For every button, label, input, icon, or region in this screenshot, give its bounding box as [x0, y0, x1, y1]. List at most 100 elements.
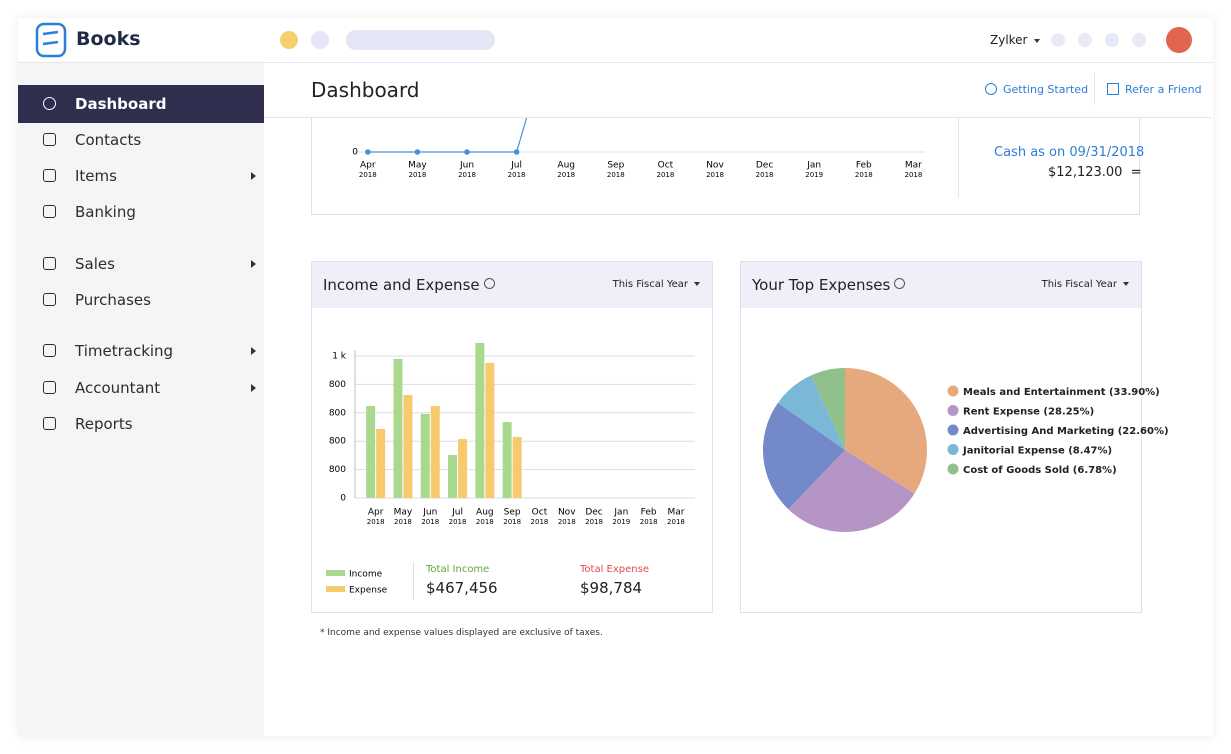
nav-item[interactable]: Contacts: [18, 121, 264, 159]
nav-label: Accountant: [75, 379, 161, 397]
period-text: This Fiscal Year: [1041, 279, 1117, 290]
nav-label: Purchases: [75, 291, 151, 309]
nav-item[interactable]: Dashboard: [18, 85, 264, 123]
x-tick-label: Aug: [557, 161, 575, 171]
x-tick-label: 2018: [585, 518, 603, 526]
legend-swatch: [947, 405, 959, 416]
cash-value: $12,123.00 =: [1048, 165, 1142, 180]
x-tick-label: 2018: [756, 171, 774, 179]
help-icon[interactable]: [483, 278, 495, 289]
header-link[interactable]: Getting Started: [1003, 83, 1089, 96]
nav-icon: [43, 257, 56, 270]
icon-dot[interactable]: [1051, 33, 1065, 47]
nav-item[interactable]: Accountant: [18, 369, 264, 407]
legend-swatch: [326, 570, 345, 576]
nav-icon: [43, 381, 56, 394]
bar: [485, 362, 495, 498]
icon-dot[interactable]: [1132, 33, 1146, 47]
x-tick-label: Mar: [905, 161, 922, 171]
legend-label: Rent Expense (28.25%): [963, 407, 1094, 418]
x-tick-label: 2018: [408, 171, 426, 179]
nav-icon: [43, 293, 56, 306]
nav-icon: [43, 97, 56, 110]
nav-icon: [43, 133, 56, 146]
divider: [958, 118, 959, 198]
icon-dot[interactable]: [1078, 33, 1092, 47]
search-bar[interactable]: [346, 30, 495, 50]
org-switcher[interactable]: Zylker: [990, 33, 1040, 47]
panel-header: Income and Expense This Fiscal Year: [312, 262, 712, 308]
y-tick-label: 0: [340, 494, 346, 504]
bar: [393, 358, 403, 498]
x-tick-label: Feb: [856, 161, 872, 171]
total-income: $467,456: [426, 579, 498, 597]
play-icon: [985, 83, 997, 95]
x-tick-label: 2018: [706, 171, 724, 179]
x-tick-label: 2018: [359, 171, 377, 179]
top-bar: Books Zylker: [18, 18, 1213, 63]
legend-label: Advertising And Marketing (22.60%): [963, 426, 1169, 437]
x-tick-label: 2018: [667, 518, 685, 526]
x-tick-label: Nov: [706, 161, 724, 171]
nav-label: Sales: [75, 255, 115, 273]
x-tick-label: 2018: [503, 518, 521, 526]
nav-label: Contacts: [75, 131, 142, 149]
bar: [366, 405, 376, 498]
pie-slice: [788, 450, 915, 532]
nav-item[interactable]: Items: [18, 157, 264, 195]
y-tick-label: 1 k: [332, 352, 347, 362]
legend-swatch: [947, 463, 959, 475]
avatar[interactable]: [1166, 27, 1192, 53]
nav-icon: [43, 205, 56, 218]
period-select[interactable]: This Fiscal Year: [1042, 279, 1129, 290]
brand: Books: [76, 28, 141, 50]
pie-slice: [763, 402, 845, 510]
user-name: Zylker: [990, 33, 1028, 47]
legend-swatch: [947, 444, 959, 455]
nav-item[interactable]: Purchases: [18, 281, 264, 319]
nav-item[interactable]: Banking: [18, 193, 264, 231]
period-select[interactable]: This Fiscal Year: [613, 279, 700, 290]
x-tick-label: 2019: [612, 518, 630, 526]
x-tick-label: 2018: [394, 518, 412, 526]
x-tick-label: May: [394, 508, 413, 518]
bar: [448, 454, 458, 498]
x-tick-label: Nov: [558, 508, 576, 518]
x-tick-label: Jun: [459, 161, 474, 171]
header-link[interactable]: Refer a Friend: [1125, 83, 1202, 96]
period-text: This Fiscal Year: [612, 279, 688, 290]
nav-label: Items: [75, 167, 117, 185]
bar: [502, 422, 512, 498]
submenu-caret: [251, 260, 256, 268]
sidebar: Dashboard Contacts Items Banking Sales Purcha…: [18, 63, 264, 736]
y-tick-label: 800: [329, 465, 346, 475]
x-tick-label: 2018: [449, 518, 467, 526]
panel-header: Your Top Expenses This Fiscal Year: [741, 262, 1141, 308]
x-tick-label: Sep: [607, 161, 624, 171]
x-tick-label: 2018: [656, 171, 674, 179]
panel-title: Your Top Expenses: [752, 276, 906, 294]
bar: [403, 395, 413, 498]
line-point: [365, 149, 371, 155]
submenu-caret: [251, 347, 256, 355]
status-dot: [280, 31, 298, 49]
header-rule: [264, 117, 1211, 118]
nav-item[interactable]: Sales: [18, 245, 264, 283]
x-tick-label: Jan: [613, 508, 628, 518]
icon-dot[interactable]: [1105, 33, 1119, 47]
bar: [512, 436, 522, 498]
footnote: * Income and expense values displayed ar…: [320, 628, 603, 638]
nav-icon: [43, 344, 56, 357]
help-icon[interactable]: [894, 278, 906, 289]
legend-label: Expense: [349, 586, 388, 596]
nav-item[interactable]: Reports: [18, 405, 264, 443]
page-title: Dashboard: [311, 78, 420, 102]
placeholder-dot: [311, 31, 329, 49]
x-tick-label: 2018: [531, 518, 549, 526]
nav-item[interactable]: Timetracking: [18, 332, 264, 370]
x-tick-label: 2018: [557, 171, 575, 179]
x-tick-label: May: [408, 161, 427, 171]
submenu-caret: [251, 172, 256, 180]
x-tick-label: Sep: [504, 508, 521, 518]
nav-icon: [43, 169, 56, 182]
